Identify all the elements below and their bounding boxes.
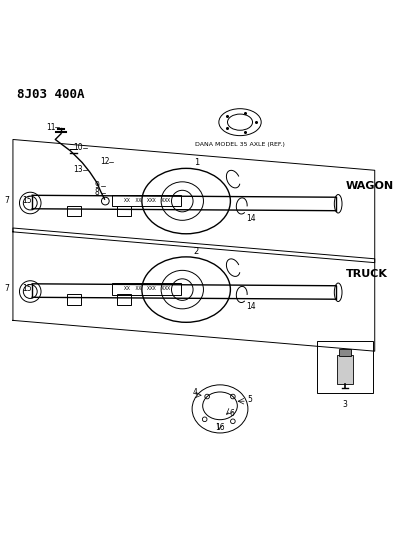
Text: 8: 8: [94, 188, 99, 197]
Text: 10: 10: [74, 143, 83, 152]
Text: 3: 3: [343, 400, 347, 409]
Text: XX  XX  XXX  XXX: XX XX XXX XXX: [124, 198, 170, 203]
Text: 5: 5: [247, 395, 252, 404]
Bar: [337, 356, 353, 384]
Text: WAGON: WAGON: [346, 181, 394, 191]
Text: 15: 15: [23, 196, 32, 205]
Text: 16: 16: [215, 423, 225, 432]
Text: TRUCK: TRUCK: [346, 269, 388, 279]
Text: 6: 6: [229, 409, 234, 418]
Text: 12: 12: [100, 157, 109, 166]
Bar: [67, 206, 81, 216]
Text: 15: 15: [23, 284, 32, 293]
Text: 4: 4: [192, 388, 197, 397]
Bar: [117, 206, 131, 216]
Bar: [339, 349, 351, 356]
Text: XX  XX  XXX  XXX: XX XX XXX XXX: [124, 286, 170, 292]
Bar: [67, 294, 81, 305]
Text: 14: 14: [246, 214, 256, 223]
Text: 14: 14: [246, 302, 256, 311]
Text: 8J03 400A: 8J03 400A: [17, 87, 84, 101]
Text: DANA MODEL 35 AXLE (REF.): DANA MODEL 35 AXLE (REF.): [195, 142, 285, 147]
Text: 13: 13: [74, 165, 83, 174]
Text: 1: 1: [194, 158, 199, 167]
Text: 9: 9: [94, 181, 99, 190]
Bar: [117, 294, 131, 305]
Text: 7: 7: [4, 196, 9, 205]
Bar: [317, 341, 373, 393]
Text: 7: 7: [4, 284, 9, 293]
Text: 2: 2: [194, 247, 199, 256]
Text: 11: 11: [46, 123, 55, 132]
